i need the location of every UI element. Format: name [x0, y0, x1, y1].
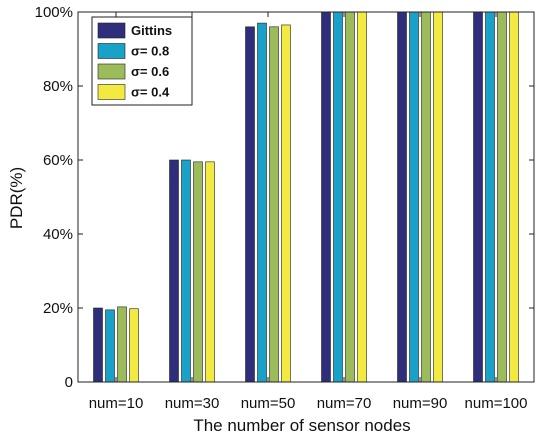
x-tick-label: num=70 — [317, 395, 372, 412]
x-tick-label: num=100 — [465, 395, 528, 412]
bar-num-70-series-2 — [345, 11, 355, 383]
bar-num-100-series-2 — [497, 11, 507, 383]
plot-frame — [77, 11, 535, 383]
bar-num-90-series-0 — [397, 11, 407, 383]
bar-num-10-series-3 — [129, 308, 139, 383]
bar-num-90-series-3 — [433, 11, 443, 383]
bar-num-100-series-0 — [473, 11, 483, 383]
x-axis-label: The number of sensor nodes — [193, 416, 410, 435]
bar-num-100-series-3 — [509, 11, 519, 383]
bar-num-50-series-1 — [257, 22, 267, 383]
bar-num-90-series-1 — [409, 11, 419, 383]
legend-label: σ= 0.4 — [131, 85, 170, 100]
y-tick-label: 80% — [43, 78, 73, 95]
bar-num-30-series-2 — [193, 161, 203, 383]
bar-num-50-series-2 — [269, 26, 279, 383]
bar-num-70-series-3 — [357, 11, 367, 383]
bar-num-50-series-3 — [281, 24, 291, 383]
x-tick-label: num=90 — [393, 395, 448, 412]
y-tick-label: 40% — [43, 226, 73, 243]
bar-num-10-series-2 — [117, 306, 127, 383]
x-tick-label: num=10 — [89, 395, 144, 412]
legend-swatch — [97, 22, 126, 39]
y-tick-label: 100% — [35, 4, 73, 21]
x-tick-label: num=50 — [241, 395, 296, 412]
bar-num-10-series-1 — [105, 309, 115, 383]
y-tick-label: 0 — [65, 374, 73, 391]
y-axis-label: PDR(%) — [7, 167, 26, 229]
x-tick-label: num=30 — [165, 395, 220, 412]
legend-swatch — [97, 63, 126, 80]
bar-num-70-series-1 — [333, 11, 343, 383]
y-tick-label: 60% — [43, 152, 73, 169]
legend: Gittins σ= 0.8 σ= 0.6 σ= 0.4 — [91, 16, 193, 106]
bar-num-100-series-1 — [485, 11, 495, 383]
bar-num-30-series-0 — [169, 159, 179, 383]
ticks-layer: 0 20% 40% 60% 80% 100% num=10 num=30 num=50 num=7… — [35, 4, 534, 412]
legend-label: Gittins — [131, 23, 172, 38]
legend-swatch — [97, 84, 126, 100]
bar-num-70-series-0 — [321, 11, 331, 383]
bar-num-10-series-0 — [93, 307, 103, 383]
bar-num-30-series-1 — [181, 159, 191, 383]
bar-num-50-series-0 — [245, 26, 255, 383]
axes-layer — [77, 11, 535, 383]
bar-num-30-series-3 — [205, 161, 215, 383]
legend-label: σ= 0.8 — [131, 44, 169, 59]
legend-swatch — [97, 43, 126, 59]
bar-num-90-series-2 — [421, 11, 431, 383]
legend-label: σ= 0.6 — [131, 64, 169, 79]
y-tick-label: 20% — [43, 300, 73, 317]
